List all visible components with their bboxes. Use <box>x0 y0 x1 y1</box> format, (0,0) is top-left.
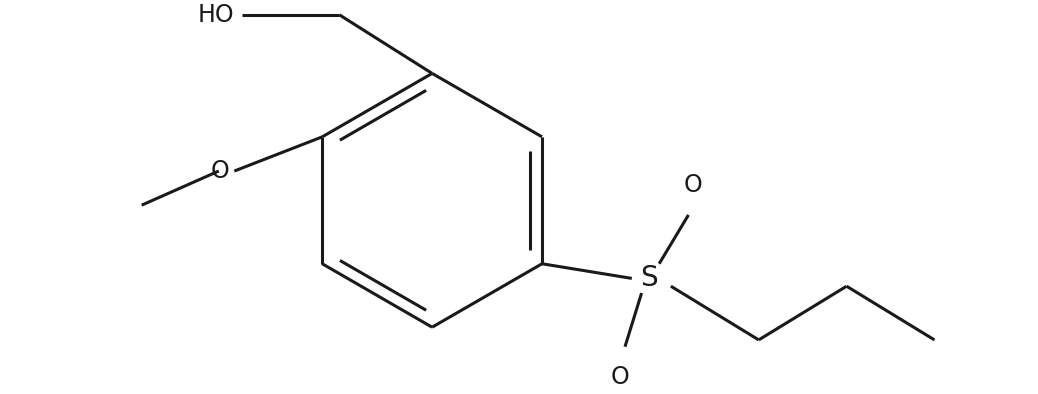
Text: O: O <box>684 173 703 197</box>
Text: O: O <box>211 159 229 183</box>
Text: S: S <box>640 264 658 292</box>
Text: HO: HO <box>197 3 234 27</box>
Text: O: O <box>610 365 629 389</box>
